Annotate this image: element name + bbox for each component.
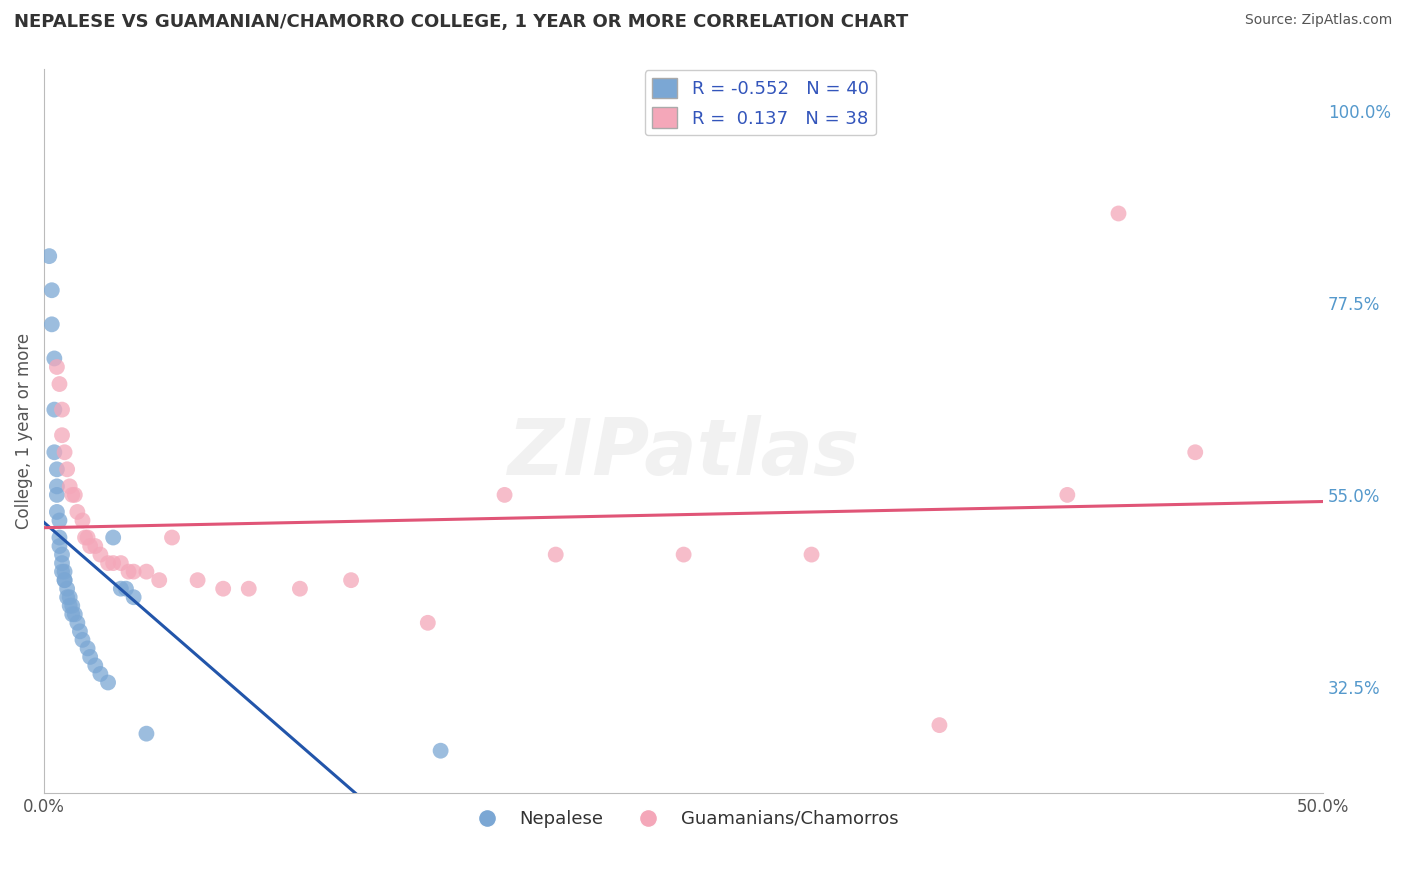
Point <box>79 539 101 553</box>
Point <box>101 556 124 570</box>
Point <box>122 565 145 579</box>
Point <box>51 556 73 570</box>
Point <box>53 573 76 587</box>
Point <box>288 582 311 596</box>
Point <box>160 531 183 545</box>
Point <box>672 548 695 562</box>
Point <box>212 582 235 596</box>
Point <box>89 548 111 562</box>
Point <box>110 556 132 570</box>
Point <box>56 591 79 605</box>
Point <box>97 556 120 570</box>
Point <box>45 488 67 502</box>
Point <box>800 548 823 562</box>
Point <box>51 428 73 442</box>
Point <box>1108 206 1130 220</box>
Point <box>416 615 439 630</box>
Point <box>84 539 107 553</box>
Point <box>51 402 73 417</box>
Point <box>69 624 91 639</box>
Point <box>45 479 67 493</box>
Point <box>45 462 67 476</box>
Point <box>51 548 73 562</box>
Point <box>76 641 98 656</box>
Point <box>148 573 170 587</box>
Point <box>38 249 60 263</box>
Point <box>494 488 516 502</box>
Point <box>53 565 76 579</box>
Point <box>135 565 157 579</box>
Point <box>45 505 67 519</box>
Point <box>122 591 145 605</box>
Legend: Nepalese, Guamanians/Chamorros: Nepalese, Guamanians/Chamorros <box>461 803 905 835</box>
Point <box>115 582 138 596</box>
Point <box>72 632 94 647</box>
Point <box>48 377 70 392</box>
Point <box>60 488 83 502</box>
Point <box>44 402 66 417</box>
Point <box>97 675 120 690</box>
Point <box>59 599 82 613</box>
Point <box>340 573 363 587</box>
Point <box>79 649 101 664</box>
Point <box>53 445 76 459</box>
Point <box>45 359 67 374</box>
Point <box>66 615 89 630</box>
Point <box>41 283 63 297</box>
Point <box>59 591 82 605</box>
Point <box>53 573 76 587</box>
Point <box>63 607 86 622</box>
Point <box>187 573 209 587</box>
Point <box>117 565 139 579</box>
Point <box>110 582 132 596</box>
Point <box>51 565 73 579</box>
Point <box>59 479 82 493</box>
Point <box>56 582 79 596</box>
Point <box>1056 488 1078 502</box>
Point <box>41 318 63 332</box>
Point <box>135 726 157 740</box>
Point <box>48 539 70 553</box>
Point <box>60 599 83 613</box>
Point <box>44 445 66 459</box>
Point <box>72 513 94 527</box>
Point <box>429 744 451 758</box>
Point <box>73 531 96 545</box>
Y-axis label: College, 1 year or more: College, 1 year or more <box>15 333 32 529</box>
Point <box>238 582 260 596</box>
Point <box>48 531 70 545</box>
Point <box>56 462 79 476</box>
Text: NEPALESE VS GUAMANIAN/CHAMORRO COLLEGE, 1 YEAR OR MORE CORRELATION CHART: NEPALESE VS GUAMANIAN/CHAMORRO COLLEGE, … <box>14 13 908 31</box>
Point <box>89 667 111 681</box>
Text: Source: ZipAtlas.com: Source: ZipAtlas.com <box>1244 13 1392 28</box>
Point <box>63 488 86 502</box>
Point <box>60 607 83 622</box>
Point <box>76 531 98 545</box>
Text: ZIPatlas: ZIPatlas <box>508 415 859 491</box>
Point <box>928 718 950 732</box>
Point <box>101 531 124 545</box>
Point <box>84 658 107 673</box>
Point <box>1184 445 1206 459</box>
Point <box>66 505 89 519</box>
Point <box>544 548 567 562</box>
Point <box>48 513 70 527</box>
Point <box>44 351 66 366</box>
